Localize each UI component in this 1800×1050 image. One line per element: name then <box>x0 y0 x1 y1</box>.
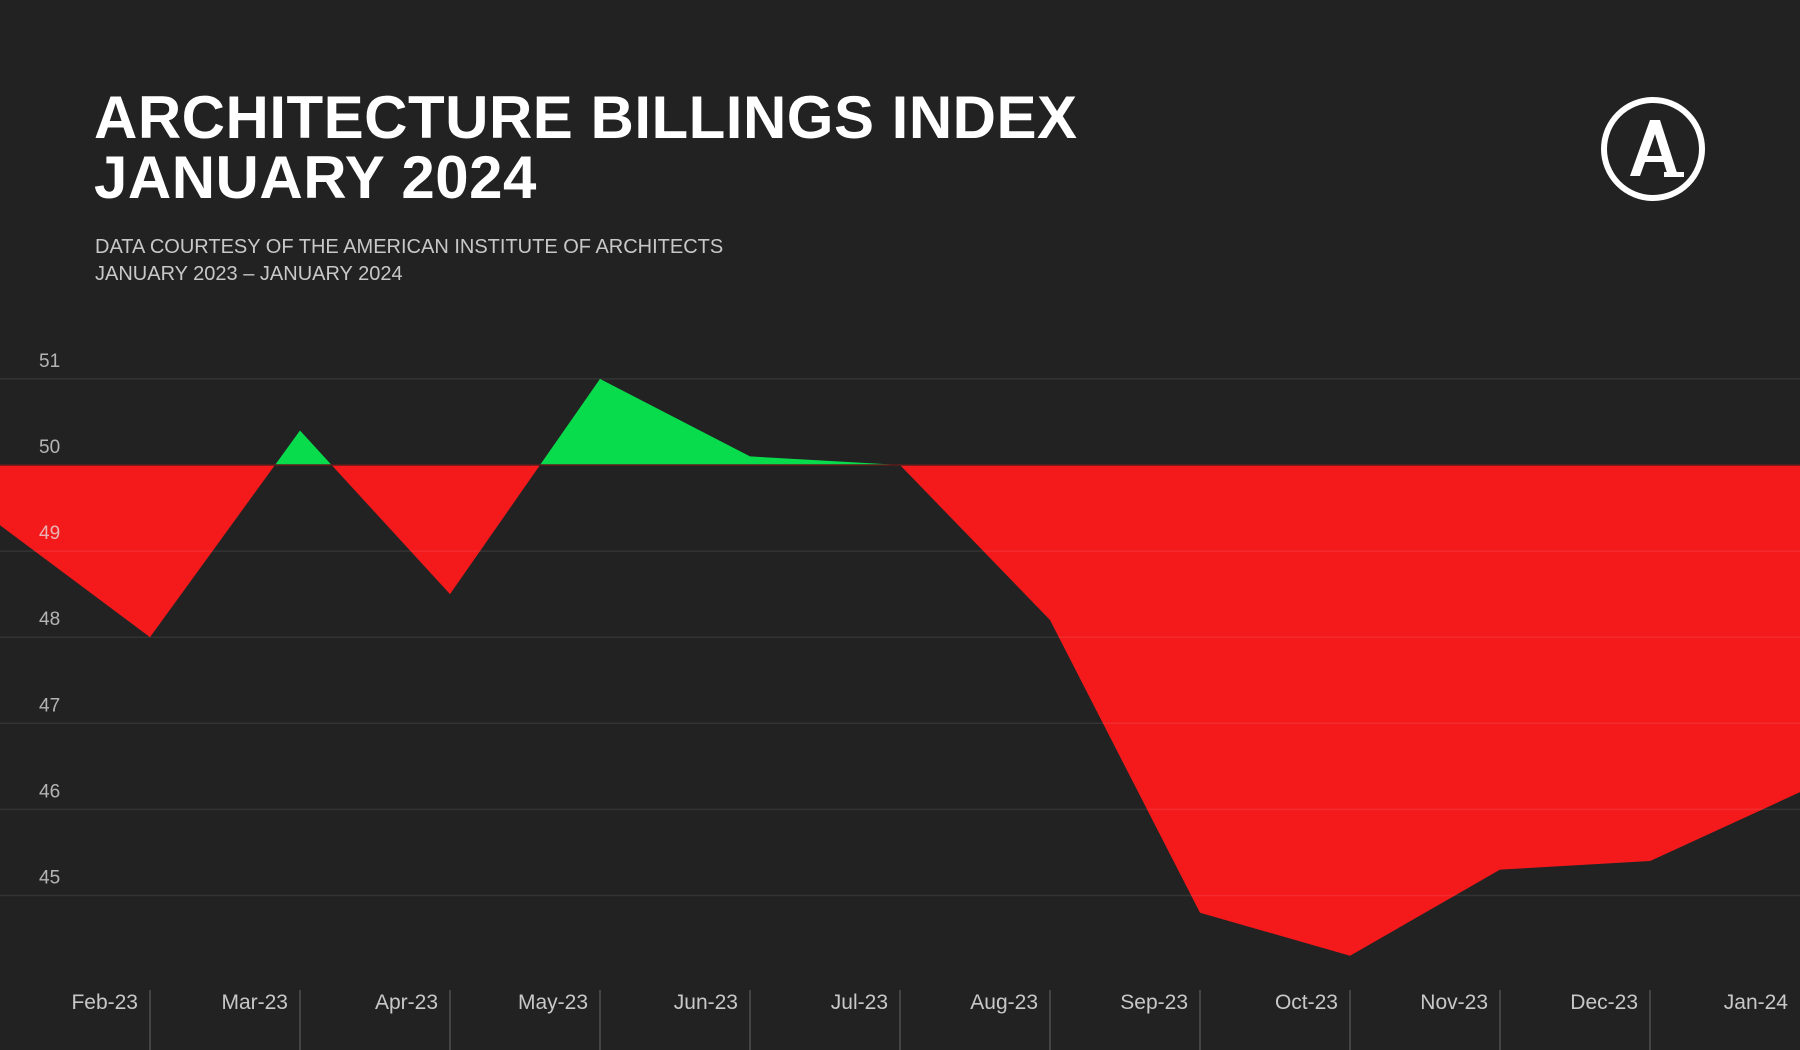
chart-subtitle: DATA COURTESY OF THE AMERICAN INSTITUTE … <box>95 234 723 288</box>
area-above-segment <box>540 378 600 465</box>
area-above-segment <box>750 456 900 465</box>
y-tick-label: 50 <box>39 437 60 458</box>
y-tick-label: 49 <box>39 523 60 544</box>
x-tick-label: Mar-23 <box>221 991 288 1014</box>
logo-icon <box>1601 97 1705 201</box>
y-tick-label: 51 <box>39 351 60 372</box>
x-tick-label: Nov-23 <box>1420 991 1488 1014</box>
area-above-segment <box>600 378 750 465</box>
x-tick-label: Jan-24 <box>1724 991 1789 1014</box>
x-tick-label: Apr-23 <box>375 991 438 1014</box>
area-below-segment <box>331 465 450 595</box>
area-below-segment <box>900 465 1050 620</box>
area-below-segment <box>450 465 540 595</box>
x-tick-label: Dec-23 <box>1570 991 1638 1014</box>
area-below-segment <box>1200 465 1350 956</box>
title-line-2: JANUARY 2024 <box>94 144 537 211</box>
x-tick-label: Aug-23 <box>970 991 1038 1014</box>
x-tick-label: May-23 <box>518 991 588 1014</box>
y-tick-label: 46 <box>39 781 60 802</box>
area-below-segment <box>150 465 275 638</box>
x-tick-label: Jul-23 <box>831 991 888 1014</box>
title-line-1: ARCHITECTURE BILLINGS INDEX <box>94 84 1078 151</box>
chart-title: ARCHITECTURE BILLINGS INDEX JANUARY 2024 <box>94 88 1078 208</box>
y-tick-label: 47 <box>39 695 60 716</box>
area-below-segment <box>1650 465 1800 862</box>
x-tick-label: Jun-23 <box>674 991 738 1014</box>
y-tick-label: 45 <box>39 868 60 889</box>
x-tick-label: Feb-23 <box>71 991 138 1014</box>
area-below-segment <box>0 465 150 638</box>
area-above-segment <box>300 430 332 465</box>
y-tick-label: 48 <box>39 609 60 630</box>
subtitle-line-1: DATA COURTESY OF THE AMERICAN INSTITUTE … <box>95 236 724 258</box>
x-tick-label: Sep-23 <box>1120 991 1188 1014</box>
subtitle-line-2: JANUARY 2023 – JANUARY 2024 <box>95 263 403 285</box>
area-below-segment <box>1350 465 1500 956</box>
area-below-segment <box>1050 465 1200 913</box>
area-below-segment <box>1500 465 1650 870</box>
x-tick-label: Oct-23 <box>1275 991 1338 1014</box>
area-above-segment <box>275 430 300 465</box>
